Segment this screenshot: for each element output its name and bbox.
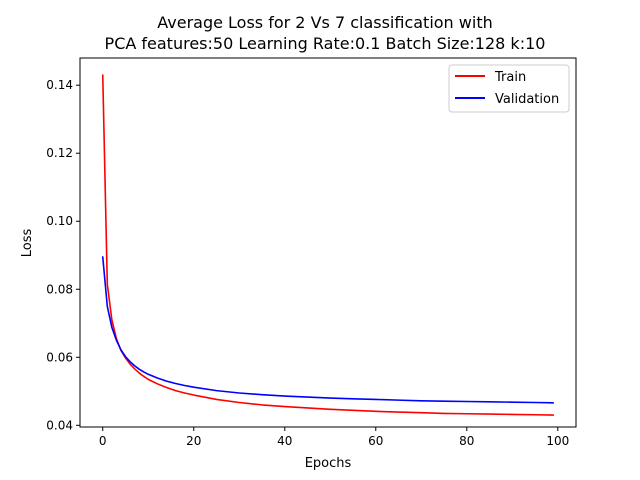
y-axis-ticks: 0.04 0.06 0.08 0.10 0.12 0.14 bbox=[46, 78, 80, 432]
y-tick-label: 0.04 bbox=[46, 418, 73, 432]
chart-title-line1: Average Loss for 2 Vs 7 classification w… bbox=[157, 13, 492, 32]
y-tick-label: 0.10 bbox=[46, 214, 73, 228]
y-axis-label: Loss bbox=[20, 229, 35, 258]
x-tick-label: 20 bbox=[186, 434, 201, 448]
x-tick-label: 40 bbox=[277, 434, 292, 448]
series-layer bbox=[101, 74, 555, 416]
y-tick-label: 0.12 bbox=[46, 146, 73, 160]
chart-title-line2: PCA features:50 Learning Rate:0.1 Batch … bbox=[105, 34, 546, 53]
axes-frame bbox=[79, 57, 577, 428]
x-tick-label: 80 bbox=[459, 434, 474, 448]
x-tick-label: 0 bbox=[99, 434, 107, 448]
legend: Train Validation bbox=[448, 64, 570, 113]
legend-label-validation: Validation bbox=[495, 92, 559, 107]
y-tick-label: 0.06 bbox=[46, 350, 73, 364]
legend-label-train: Train bbox=[494, 70, 526, 85]
plot-area bbox=[80, 58, 576, 427]
y-tick-label: 0.08 bbox=[46, 282, 73, 296]
x-axis-ticks: 0 20 40 60 80 100 bbox=[99, 427, 569, 448]
x-tick-label: 100 bbox=[546, 434, 569, 448]
series-line-train bbox=[101, 74, 555, 416]
x-tick-label: 60 bbox=[368, 434, 383, 448]
y-tick-label: 0.14 bbox=[46, 78, 73, 92]
x-axis-label: Epochs bbox=[305, 456, 352, 471]
series-line-validation bbox=[101, 256, 555, 404]
